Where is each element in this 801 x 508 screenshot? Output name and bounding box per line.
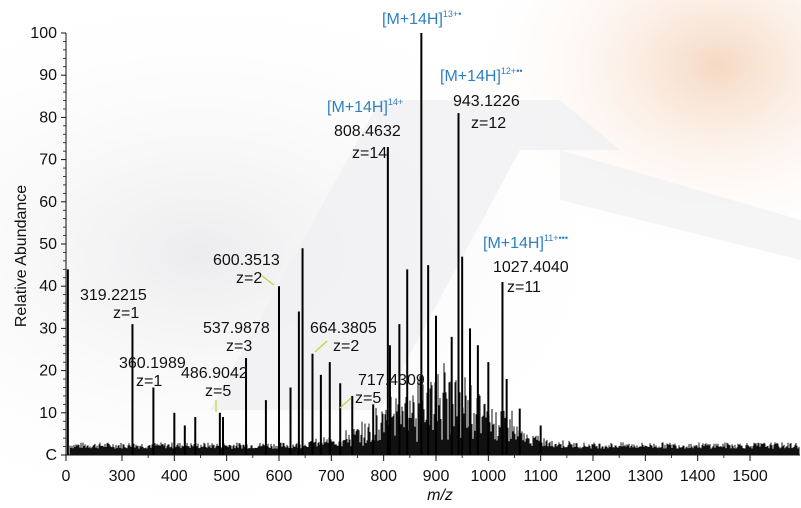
ion-label: [M+14H]14+	[327, 97, 403, 116]
x-tick-label: 600	[266, 468, 293, 485]
annotation-charge: z=14	[352, 145, 387, 162]
y-tick-label: 90	[39, 67, 57, 84]
annotation-mz: 808.4632	[334, 123, 401, 140]
annotation-mz: 664.3805	[310, 320, 377, 337]
x-tick-label: 700	[318, 468, 345, 485]
peaks	[66, 33, 542, 455]
x-tick-label: 1200	[575, 468, 611, 485]
x-tick-label: 1500	[732, 468, 768, 485]
y-axis-label: Relative Abundance	[13, 185, 30, 327]
x-axis-label: m/z	[427, 487, 453, 504]
y-tick-label: 20	[39, 363, 57, 380]
annotation-mz: 486.9042	[181, 365, 248, 382]
x-tick-label: 300	[109, 468, 136, 485]
ion-label: [M+14H]11+•••	[483, 233, 568, 252]
annotation-mz: 600.3513	[213, 252, 280, 269]
leader-line	[261, 275, 275, 286]
x-tick-label: 1100	[523, 468, 558, 485]
annotation-charge: z=5	[355, 390, 381, 407]
annotation-charge: z=11	[507, 279, 541, 296]
peak-annotations: 319.2215 z=1 360.1989 z=1 486.9042 z=5 5…	[80, 9, 569, 407]
annotation-mz: 537.9878	[203, 320, 270, 337]
annotation-charge: z=2	[236, 270, 262, 287]
leader-line	[314, 340, 328, 353]
annotation-mz: 943.1226	[453, 93, 520, 110]
x-tick-label: 1400	[680, 468, 716, 485]
y-tick-label: 50	[39, 236, 57, 253]
y-tick-label: C	[45, 447, 57, 464]
leader-line	[339, 397, 352, 409]
y-tick-label: 60	[39, 194, 57, 211]
x-tick-label: 400	[161, 468, 188, 485]
x-tick-label: 1000	[471, 468, 507, 485]
annotation-mz: 319.2215	[80, 287, 147, 304]
x-tick-label: 500	[213, 468, 240, 485]
annotation-charge: z=3	[226, 338, 252, 355]
annotation-charge: z=1	[136, 373, 162, 390]
noise-trace	[69, 363, 800, 455]
annotation-leaders	[215, 275, 352, 412]
y-tick-label: 10	[39, 405, 57, 422]
annotation-charge: z=5	[205, 383, 231, 400]
y-tick-label: 30	[39, 320, 57, 337]
annotation-charge: z=2	[333, 338, 359, 355]
x-tick-label: 800	[370, 468, 397, 485]
annotation-mz: 1027.4040	[493, 259, 569, 276]
annotation-charge: z=12	[471, 115, 506, 132]
x-tick-label: 1300	[628, 468, 664, 485]
annotation-mz: 360.1989	[119, 355, 186, 372]
annotation-charge: z=1	[113, 305, 139, 322]
y-tick-label: 70	[39, 152, 57, 169]
ion-label: [M+14H]12+••	[440, 66, 523, 85]
y-tick-label: 80	[39, 109, 57, 126]
x-tick-label: 0	[62, 468, 71, 485]
annotation-mz: 717.4309	[358, 372, 425, 389]
y-tick-label: 100	[30, 25, 57, 42]
ion-label: [M+14H]13+•	[382, 9, 461, 28]
baseline-noise	[69, 363, 800, 455]
y-tick-label: 40	[39, 278, 57, 295]
x-tick-label: 900	[423, 468, 450, 485]
